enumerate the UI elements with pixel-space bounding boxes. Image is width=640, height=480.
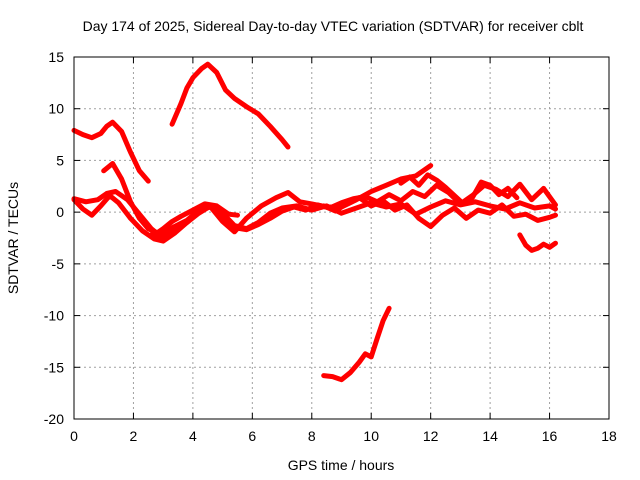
y-tick-label: -20	[44, 411, 64, 427]
x-tick-label: 6	[248, 428, 256, 444]
series-line-track-10	[321, 305, 392, 383]
y-tick-label: 10	[48, 101, 64, 117]
plot-frame	[73, 56, 610, 420]
y-axis-label: SDTVAR / TECUs	[5, 182, 21, 294]
y-tick-label: -10	[44, 308, 64, 324]
x-tick-label: 10	[363, 428, 379, 444]
series-line-track-2	[169, 61, 291, 150]
series-line-track-1	[71, 119, 151, 184]
y-tick-label: 15	[48, 49, 64, 65]
x-axis-label: GPS time / hours	[288, 457, 395, 473]
axis-ticks: 0 2 4 6 8 10 12 14 16 18 15 10 5 0 -5 -10 -15 -20	[44, 49, 617, 444]
series-line-track-8	[398, 172, 520, 207]
x-tick-label: 2	[130, 428, 138, 444]
y-tick-label: -15	[44, 359, 64, 375]
x-tick-label: 0	[70, 428, 78, 444]
gridlines	[74, 57, 609, 419]
series-line-track-7	[309, 195, 558, 230]
x-tick-label: 12	[423, 428, 439, 444]
y-tick-label: 0	[56, 204, 64, 220]
y-tick-label: -5	[52, 256, 65, 272]
x-tick-label: 14	[482, 428, 498, 444]
x-tick-label: 4	[189, 428, 197, 444]
x-tick-label: 8	[308, 428, 316, 444]
y-tick-label: 5	[56, 152, 64, 168]
series-line-track-5	[71, 193, 558, 244]
x-tick-label: 18	[601, 428, 617, 444]
x-tick-label: 16	[542, 428, 558, 444]
series-line-track-9	[517, 232, 558, 253]
data-series	[71, 61, 558, 383]
chart-title: Day 174 of 2025, Sidereal Day-to-day VTE…	[83, 18, 584, 34]
